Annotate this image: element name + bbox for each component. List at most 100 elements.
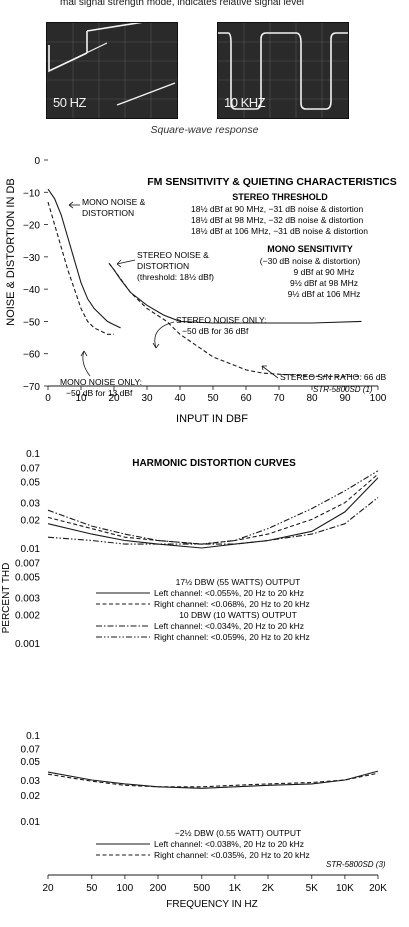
harmonic-distortion-chart: 0.1 0.07 0.05 0.03 0.02 0.01 0.007 0.005 0.003 0.…: [1, 449, 387, 910]
y-tick-label: 0.05: [21, 757, 41, 768]
fm-chart-title: FM SENSITIVITY & QUIETING CHARACTERISTIC…: [147, 176, 397, 188]
series-line: [108, 262, 362, 377]
fm-stereo-threshold-title: STEREO THRESHOLD: [232, 192, 328, 202]
fm-mono-sensitivity-title: MONO SENSITIVITY: [267, 244, 353, 254]
legend-label: Left channel: <0.055%, 20 Hz to 20 kHz: [154, 588, 304, 598]
x-tick-label: 40: [174, 393, 186, 404]
x-tick-label: 0: [45, 393, 51, 404]
y-tick-label: 0.005: [15, 573, 40, 584]
legend-label: Right channel: <0.035%, 20 Hz to 20 kHz: [154, 850, 310, 860]
y-tick-label: −30: [23, 253, 40, 264]
y-tick-label: 0.1: [26, 449, 40, 460]
x-tick-label: 1K: [229, 883, 242, 894]
fm-annotation-mono-no: MONO NOISE ONLY:: [60, 377, 142, 387]
x-tick-label: 60: [240, 393, 252, 404]
fm-model-label: STR-5800SD (1): [313, 385, 373, 394]
y-tick-label: −10: [23, 188, 40, 199]
hd-x-axis-label: FREQUENCY IN HZ: [166, 899, 258, 910]
series-line: [47, 473, 379, 545]
y-tick-label: −50: [23, 317, 40, 328]
fm-annotation-mono-no: −50 dB for 13 dBf: [66, 388, 133, 398]
x-tick-label: 30: [141, 393, 153, 404]
y-tick-label: −60: [23, 350, 40, 361]
x-tick-label: 50: [86, 883, 98, 894]
series-line: [47, 770, 379, 789]
series-line: [47, 201, 114, 335]
legend-label: Right channel: <0.059%, 20 Hz to 20 kHz: [154, 632, 310, 642]
fm-annotation-mono-nd: MONO NOISE &: [82, 197, 146, 207]
y-tick-label: 0.07: [21, 464, 41, 475]
scope-image-50hz: 50 HZ: [46, 22, 178, 119]
legend-label: Left channel: <0.034%, 20 Hz to 20 kHz: [154, 621, 304, 631]
top-text: mal signal strength mode, indicates rela…: [60, 0, 305, 8]
scope-caption: Square-wave response: [150, 124, 259, 136]
y-tick-label: −40: [23, 285, 40, 296]
fm-stereo-threshold-line: 18½ dBf at 106 MHz, −31 dB noise & disto…: [191, 226, 368, 236]
legend-heading: −2½ DBW (0.55 WATT) OUTPUT: [175, 828, 301, 838]
x-tick-label: 5K: [306, 883, 319, 894]
fm-annotation-stereo-nd: DISTORTION: [137, 261, 189, 271]
scope-label-50hz: 50 HZ: [53, 95, 86, 110]
y-tick-label: 0.05: [21, 478, 41, 489]
y-tick-label: 0.02: [21, 515, 41, 526]
x-tick-label: 20: [108, 393, 120, 404]
x-tick-label: 10: [75, 393, 87, 404]
fm-stereo-threshold-line: 18½ dBf at 90 MHz, −31 dB noise & distor…: [191, 204, 363, 214]
y-tick-label: 0.001: [15, 639, 40, 650]
y-tick-label: 0: [34, 156, 40, 167]
x-tick-label: 10K: [336, 883, 354, 894]
y-tick-label: 0.002: [15, 610, 40, 621]
x-tick-label: 20K: [369, 883, 387, 894]
series-line: [108, 262, 362, 324]
fm-annotation-stereo-nd: (threshold: 18½ dBf): [137, 272, 214, 282]
fm-mono-sensitivity-line: 9½ dBf at 98 MHz: [290, 278, 358, 288]
scope-label-10khz: 10 KHZ: [224, 95, 266, 110]
y-tick-label: 0.007: [15, 559, 40, 570]
fm-x-axis-label: INPUT IN DBF: [176, 413, 248, 425]
hd-model-label: STR-5800SD (3): [326, 860, 386, 869]
fm-mono-sensitivity-line: 9 dBf at 90 MHz: [294, 267, 355, 277]
y-tick-label: 0.03: [21, 499, 41, 510]
fm-mono-sensitivity-line: (−30 dB noise & distortion): [260, 256, 361, 266]
fm-annotation-stereo-no: STEREO NOISE ONLY:: [176, 315, 267, 325]
series-line: [47, 470, 379, 545]
hd-chart-title: HARMONIC DISTORTION CURVES: [132, 458, 296, 469]
y-tick-label: 0.01: [21, 544, 41, 555]
y-tick-label: 0.1: [26, 731, 40, 742]
y-tick-label: 0.03: [21, 776, 41, 787]
annotation-pointers: [68, 201, 279, 379]
legend-label: Left channel: <0.038%, 20 Hz to 20 kHz: [154, 839, 304, 849]
x-tick-label: 90: [339, 393, 351, 404]
x-tick-label: 200: [150, 883, 167, 894]
y-tick-label: −70: [23, 382, 40, 393]
legend-heading: 17½ DBW (55 WATTS) OUTPUT: [176, 577, 301, 587]
fm-y-axis-label: NOISE & DISTORTION IN DB: [5, 178, 17, 326]
series-line: [47, 188, 121, 329]
x-tick-label: 100: [370, 393, 387, 404]
series-line: [47, 772, 379, 788]
y-tick-label: 0.02: [21, 791, 41, 802]
fm-annotation-mono-nd: DISTORTION: [82, 208, 134, 218]
fm-annotation-stereo-sn: STEREO S/N RATIO: 66 dB: [280, 372, 386, 382]
x-tick-label: 20: [42, 883, 54, 894]
x-tick-label: 500: [193, 883, 210, 894]
x-tick-label: 80: [306, 393, 318, 404]
fm-stereo-threshold-line: 18½ dBf at 98 MHz, −32 dB noise & distor…: [191, 215, 363, 225]
x-tick-label: 100: [117, 883, 134, 894]
scope-image-10khz: 10 KHZ: [217, 22, 349, 119]
x-tick-label: 50: [207, 393, 219, 404]
series-line: [47, 497, 379, 545]
hd-y-axis-label: PERCENT THD: [1, 563, 12, 634]
fm-annotation-stereo-no: −50 dB for 36 dBf: [182, 326, 249, 336]
x-tick-label: 70: [273, 393, 285, 404]
x-tick-label: 2K: [262, 883, 275, 894]
fm-sensitivity-chart: 0 10 20 30 40 50 60 70 80 90 100 0 −10 −20 −30 −40 −50 −6…: [5, 156, 397, 425]
legend-label: Right channel: <0.068%, 20 Hz to 20 kHz: [154, 599, 310, 609]
y-tick-label: 0.003: [15, 594, 40, 605]
y-tick-label: 0.07: [21, 744, 41, 755]
y-tick-label: −20: [23, 221, 40, 232]
legend-heading: 10 DBW (10 WATTS) OUTPUT: [179, 610, 297, 620]
fm-mono-sensitivity-line: 9½ dBf at 106 MHz: [288, 289, 361, 299]
y-tick-label: 0.01: [21, 817, 41, 828]
series-line: [47, 477, 379, 549]
